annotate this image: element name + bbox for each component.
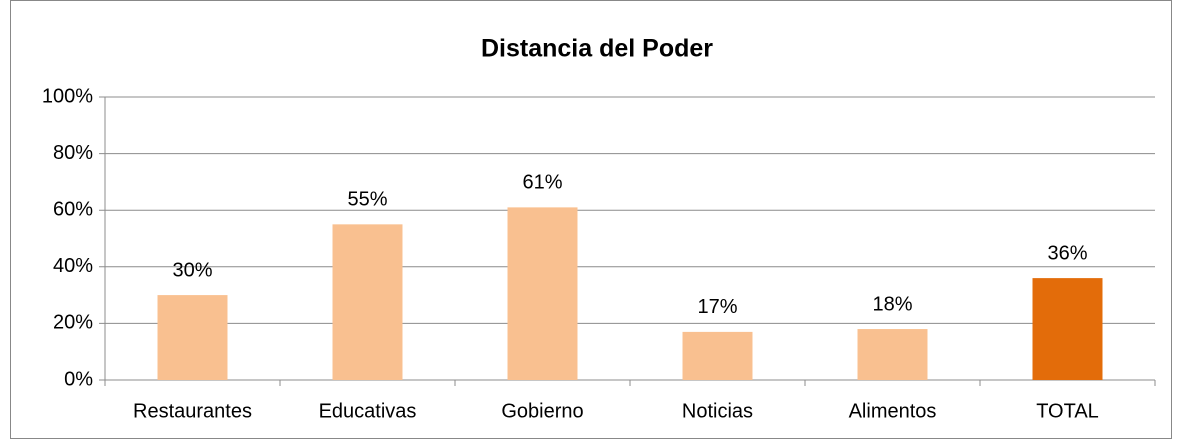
bar [1032,278,1103,380]
y-tick-label: 40% [53,255,93,277]
bar [507,207,578,380]
value-label: 18% [872,293,912,315]
x-tick-label: Educativas [319,400,417,422]
bar [332,224,403,380]
x-tick-label: TOTAL [1036,400,1099,422]
y-tick-label: 0% [64,368,93,390]
y-tick-label: 60% [53,198,93,220]
bar [682,331,753,380]
x-tick-label: Restaurantes [133,400,252,422]
bar [857,329,928,380]
bar [157,295,228,380]
x-tick-label: Gobierno [501,400,583,422]
value-label: 17% [697,296,737,318]
chart-title: Distancia del Poder [481,35,713,63]
value-label: 55% [347,189,387,211]
value-label: 30% [172,259,212,281]
y-tick-label: 100% [42,85,93,107]
value-label: 61% [522,172,562,194]
value-label: 36% [1047,242,1087,264]
x-tick-label: Alimentos [849,400,937,422]
y-tick-label: 20% [53,312,93,334]
y-tick-label: 80% [53,142,93,164]
x-tick-label: Noticias [682,400,753,422]
